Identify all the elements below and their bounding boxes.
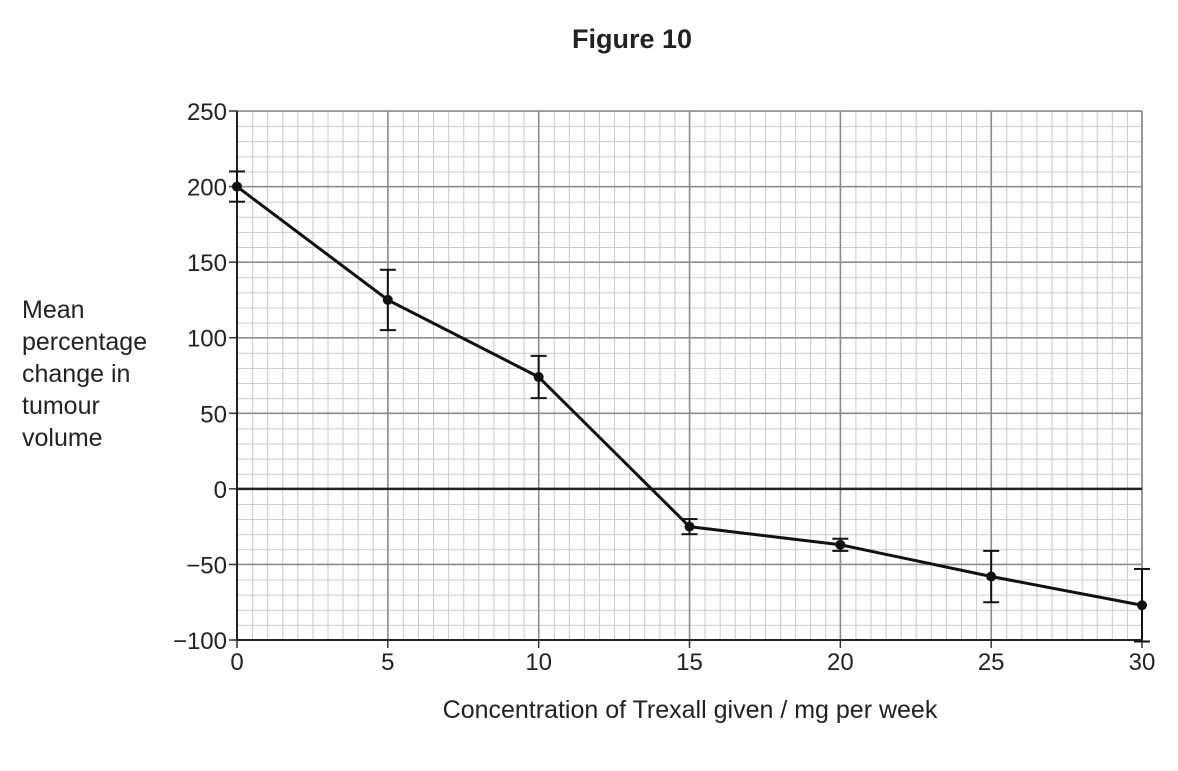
x-tick-label: 0 (230, 649, 243, 676)
y-axis-label: Mean percentage change in tumour volume (22, 296, 147, 452)
data-point (1137, 600, 1147, 611)
x-tick-label: 15 (676, 649, 703, 676)
y-tick-label: 250 (187, 99, 227, 126)
y-axis-label-line: percentage (22, 328, 147, 356)
data-point (986, 571, 997, 582)
x-axis-label: Concentration of Trexall given / mg per … (443, 696, 938, 724)
data-point (232, 181, 242, 192)
y-tick-label: 0 (214, 477, 227, 504)
y-tick-label: −100 (173, 628, 227, 655)
data-point (533, 372, 544, 383)
data-point (382, 294, 393, 305)
chart-title: Figure 10 (572, 24, 692, 54)
data-point (835, 539, 846, 550)
data-point (684, 521, 695, 532)
y-axis-label-line: volume (22, 424, 103, 452)
x-tick-label: 25 (978, 649, 1005, 676)
x-tick-label: 20 (827, 649, 854, 676)
x-tick-label: 10 (525, 649, 552, 676)
y-tick-label: 100 (187, 326, 227, 353)
y-axis-label-line: tumour (22, 392, 100, 420)
x-tick-label: 5 (381, 649, 394, 676)
y-axis-label-line: Mean (22, 296, 85, 324)
y-axis-label-line: change in (22, 360, 130, 388)
x-tick-label: 30 (1129, 649, 1156, 676)
y-tick-label: 200 (187, 175, 227, 202)
y-tick-label: 150 (187, 250, 227, 277)
y-tick-label: 50 (200, 401, 227, 428)
y-tick-label: −50 (186, 552, 227, 579)
